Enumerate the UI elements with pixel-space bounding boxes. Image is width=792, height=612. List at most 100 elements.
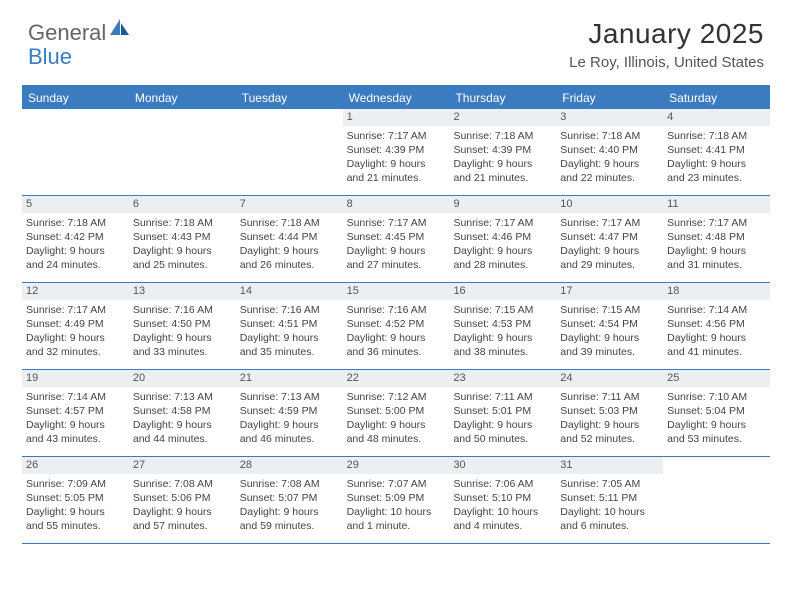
day-number: 7 — [236, 196, 343, 213]
daylight-text: Daylight: 9 hours and 28 minutes. — [453, 244, 552, 272]
daylight-text: Daylight: 10 hours and 1 minute. — [347, 505, 446, 533]
sunset-text: Sunset: 4:52 PM — [347, 317, 446, 331]
daylight-text: Daylight: 9 hours and 35 minutes. — [240, 331, 339, 359]
sunrise-text: Sunrise: 7:14 AM — [667, 303, 766, 317]
sunset-text: Sunset: 5:03 PM — [560, 404, 659, 418]
day-number: 22 — [343, 370, 450, 387]
weeks-container: ...1Sunrise: 7:17 AMSunset: 4:39 PMDayli… — [22, 109, 770, 544]
day-number: 5 — [22, 196, 129, 213]
daylight-text: Daylight: 9 hours and 26 minutes. — [240, 244, 339, 272]
sunrise-text: Sunrise: 7:16 AM — [347, 303, 446, 317]
daylight-text: Daylight: 9 hours and 38 minutes. — [453, 331, 552, 359]
day-cell: 31Sunrise: 7:05 AMSunset: 5:11 PMDayligh… — [556, 457, 663, 543]
day-cell: 7Sunrise: 7:18 AMSunset: 4:44 PMDaylight… — [236, 196, 343, 282]
day-number: 3 — [556, 109, 663, 126]
sunrise-text: Sunrise: 7:18 AM — [453, 129, 552, 143]
daylight-text: Daylight: 9 hours and 23 minutes. — [667, 157, 766, 185]
day-cell: 24 Sunrise: 7:11 AMSunset: 5:03 PMDayligh… — [556, 370, 663, 456]
day-number: 30 — [449, 457, 556, 474]
day-cell: 27Sunrise: 7:08 AMSunset: 5:06 PMDayligh… — [129, 457, 236, 543]
sunrise-text: Sunrise: 7:08 AM — [240, 477, 339, 491]
sunrise-text: Sunrise: 7:17 AM — [560, 216, 659, 230]
sunset-text: Sunset: 4:53 PM — [453, 317, 552, 331]
sunset-text: Sunset: 4:56 PM — [667, 317, 766, 331]
sunrise-text: Sunrise: 7:18 AM — [133, 216, 232, 230]
sunrise-text: Sunrise: 7:16 AM — [133, 303, 232, 317]
daylight-text: Daylight: 9 hours and 57 minutes. — [133, 505, 232, 533]
sunrise-text: Sunrise: 7:17 AM — [667, 216, 766, 230]
weekday-header: Saturday — [663, 87, 770, 109]
daylight-text: Daylight: 9 hours and 27 minutes. — [347, 244, 446, 272]
sunrise-text: Sunrise: 7:15 AM — [453, 303, 552, 317]
weekday-header: Sunday — [22, 87, 129, 109]
title-block: January 2025 Le Roy, Illinois, United St… — [569, 18, 764, 71]
sunset-text: Sunset: 4:51 PM — [240, 317, 339, 331]
day-cell: 6Sunrise: 7:18 AMSunset: 4:43 PMDaylight… — [129, 196, 236, 282]
day-number: 1 — [343, 109, 450, 126]
sunset-text: Sunset: 4:57 PM — [26, 404, 125, 418]
sunset-text: Sunset: 4:42 PM — [26, 230, 125, 244]
sunset-text: Sunset: 4:50 PM — [133, 317, 232, 331]
day-cell: 2Sunrise: 7:18 AMSunset: 4:39 PMDaylight… — [449, 109, 556, 195]
day-number: 2 — [449, 109, 556, 126]
sunrise-text: Sunrise: 7:06 AM — [453, 477, 552, 491]
weekday-header-row: SundayMondayTuesdayWednesdayThursdayFrid… — [22, 87, 770, 109]
sunrise-text: Sunrise: 7:17 AM — [26, 303, 125, 317]
day-number: 4 — [663, 109, 770, 126]
sunset-text: Sunset: 4:45 PM — [347, 230, 446, 244]
sunrise-text: Sunrise: 7:18 AM — [26, 216, 125, 230]
sunrise-text: Sunrise: 7:13 AM — [133, 390, 232, 404]
header: General January 2025 Le Roy, Illinois, U… — [0, 0, 792, 79]
sunset-text: Sunset: 5:09 PM — [347, 491, 446, 505]
day-cell: 28Sunrise: 7:08 AMSunset: 5:07 PMDayligh… — [236, 457, 343, 543]
day-cell: 1Sunrise: 7:17 AMSunset: 4:39 PMDaylight… — [343, 109, 450, 195]
sunrise-text: Sunrise: 7:11 AM — [560, 390, 659, 404]
sunset-text: Sunset: 5:00 PM — [347, 404, 446, 418]
sunrise-text: Sunrise: 7:10 AM — [667, 390, 766, 404]
sunset-text: Sunset: 4:48 PM — [667, 230, 766, 244]
day-number: 8 — [343, 196, 450, 213]
day-cell: 30Sunrise: 7:06 AMSunset: 5:10 PMDayligh… — [449, 457, 556, 543]
day-number: 10 — [556, 196, 663, 213]
sunset-text: Sunset: 4:59 PM — [240, 404, 339, 418]
day-cell: 26Sunrise: 7:09 AMSunset: 5:05 PMDayligh… — [22, 457, 129, 543]
day-cell: 23Sunrise: 7:11 AMSunset: 5:01 PMDayligh… — [449, 370, 556, 456]
week-row: 12Sunrise: 7:17 AMSunset: 4:49 PMDayligh… — [22, 283, 770, 370]
sunset-text: Sunset: 4:58 PM — [133, 404, 232, 418]
sunset-text: Sunset: 5:06 PM — [133, 491, 232, 505]
sunset-text: Sunset: 5:07 PM — [240, 491, 339, 505]
sunrise-text: Sunrise: 7:17 AM — [453, 216, 552, 230]
sunrise-text: Sunrise: 7:17 AM — [347, 216, 446, 230]
brand-part1: General — [28, 20, 106, 46]
day-cell: 4Sunrise: 7:18 AMSunset: 4:41 PMDaylight… — [663, 109, 770, 195]
sunrise-text: Sunrise: 7:16 AM — [240, 303, 339, 317]
day-number: 16 — [449, 283, 556, 300]
brand-logo: General — [28, 18, 133, 47]
sunrise-text: Sunrise: 7:14 AM — [26, 390, 125, 404]
sunrise-text: Sunrise: 7:17 AM — [347, 129, 446, 143]
sunset-text: Sunset: 4:39 PM — [453, 143, 552, 157]
day-number: 24 — [556, 370, 663, 387]
daylight-text: Daylight: 9 hours and 53 minutes. — [667, 418, 766, 446]
brand-part2: Blue — [28, 44, 72, 69]
daylight-text: Daylight: 9 hours and 29 minutes. — [560, 244, 659, 272]
sunset-text: Sunset: 4:40 PM — [560, 143, 659, 157]
sunrise-text: Sunrise: 7:07 AM — [347, 477, 446, 491]
daylight-text: Daylight: 9 hours and 52 minutes. — [560, 418, 659, 446]
sunrise-text: Sunrise: 7:18 AM — [560, 129, 659, 143]
week-row: 5Sunrise: 7:18 AMSunset: 4:42 PMDaylight… — [22, 196, 770, 283]
day-number: 6 — [129, 196, 236, 213]
daylight-text: Daylight: 9 hours and 32 minutes. — [26, 331, 125, 359]
sunrise-text: Sunrise: 7:11 AM — [453, 390, 552, 404]
sunset-text: Sunset: 5:05 PM — [26, 491, 125, 505]
location-label: Le Roy, Illinois, United States — [569, 54, 764, 71]
day-cell: 14Sunrise: 7:16 AMSunset: 4:51 PMDayligh… — [236, 283, 343, 369]
daylight-text: Daylight: 9 hours and 48 minutes. — [347, 418, 446, 446]
day-number: 11 — [663, 196, 770, 213]
day-number: 28 — [236, 457, 343, 474]
week-row: 26Sunrise: 7:09 AMSunset: 5:05 PMDayligh… — [22, 457, 770, 544]
day-cell: 17Sunrise: 7:15 AMSunset: 4:54 PMDayligh… — [556, 283, 663, 369]
day-cell: 10Sunrise: 7:17 AMSunset: 4:47 PMDayligh… — [556, 196, 663, 282]
day-cell: . — [663, 457, 770, 543]
day-cell: 25Sunrise: 7:10 AMSunset: 5:04 PMDayligh… — [663, 370, 770, 456]
